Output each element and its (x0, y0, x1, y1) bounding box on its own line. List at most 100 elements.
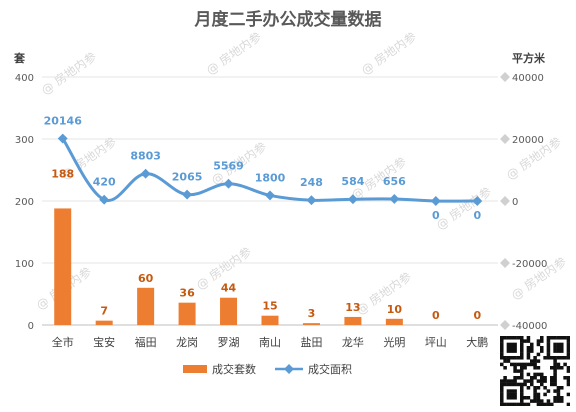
qr-module (530, 379, 534, 383)
left-axis-unit: 套 (14, 51, 26, 65)
line-data-label: 1800 (255, 171, 286, 184)
qr-module (566, 349, 571, 353)
qr-module (566, 346, 571, 350)
qr-module (503, 359, 507, 363)
qr-module (503, 356, 507, 360)
qr-module (550, 382, 554, 387)
qr-module (523, 379, 527, 383)
bar-data-label: 0 (432, 309, 440, 322)
line-data-label: 2065 (172, 171, 203, 184)
qr-module (566, 352, 571, 357)
qr-module (553, 336, 557, 340)
qr-module (520, 402, 524, 407)
qr-module (556, 336, 561, 340)
qr-module (540, 349, 544, 353)
line-data-label: 420 (93, 176, 116, 189)
qr-module (523, 339, 527, 343)
qr-module (560, 349, 564, 353)
qr-module (553, 346, 557, 350)
qr-module (536, 372, 541, 377)
qr-module (556, 396, 561, 400)
qr-module (520, 356, 524, 360)
category-label: 坪山 (425, 336, 447, 349)
qr-module (516, 362, 521, 367)
qr-module (563, 356, 567, 360)
qr-module (553, 396, 557, 400)
qr-module (560, 336, 564, 340)
bar-data-label: 7 (100, 305, 108, 318)
qr-module (506, 342, 511, 347)
qr-module (506, 349, 511, 353)
watermark-layer: @ 房地内参 @ 房地内参 @ 房地内参@ 房地内参@ 房地内参 @ 房地内参 @ 房地… (33, 29, 569, 318)
qr-module (540, 399, 544, 403)
qr-module (566, 366, 571, 370)
qr-module (500, 356, 504, 360)
qr-module (543, 386, 547, 390)
qr-module (520, 339, 524, 343)
line-point (265, 190, 275, 201)
qr-module (546, 346, 551, 350)
qr-module (500, 352, 504, 357)
qr-module (536, 352, 541, 357)
qr-module (566, 336, 571, 340)
qr-module (546, 339, 551, 343)
right-tick-label: 0 (512, 197, 518, 208)
qr-module (530, 376, 534, 380)
qr-module (510, 382, 514, 387)
bar (137, 287, 155, 325)
qr-module (506, 359, 511, 363)
qr-module (553, 382, 557, 387)
line-data-label: 8803 (130, 150, 161, 163)
qr-module (543, 376, 547, 380)
qr-module (503, 376, 507, 380)
qr-module (536, 366, 541, 370)
qr-module (536, 339, 541, 343)
qr-module (510, 349, 514, 353)
category-label: 宝安 (93, 335, 115, 349)
qr-module (520, 349, 524, 353)
left-tick-label: 0 (28, 321, 34, 332)
qr-module (523, 382, 527, 387)
line-point (389, 194, 400, 204)
qr-module (513, 376, 517, 380)
bar-data-label: 44 (221, 282, 237, 295)
qr-module (556, 392, 561, 397)
qr-module (500, 349, 504, 353)
qr-module (560, 366, 564, 370)
qr-module (526, 352, 531, 357)
qr-module (533, 376, 537, 380)
qr-module (540, 372, 544, 377)
line-point (182, 189, 193, 200)
qr-module (546, 399, 551, 403)
bar (220, 297, 238, 325)
qr-module (553, 349, 557, 353)
bar-data-label: 10 (387, 303, 403, 316)
qr-module (550, 379, 554, 383)
bar (95, 320, 113, 325)
qr-module (520, 362, 524, 367)
qr-module (553, 356, 557, 360)
bar-data-label: 60 (138, 272, 154, 285)
bar (54, 208, 72, 325)
qr-module (530, 359, 534, 363)
qr-module (546, 352, 551, 357)
legend: 成交套数 成交面积 (183, 362, 352, 376)
qr-module (506, 356, 511, 360)
qr-module (520, 346, 524, 350)
qr-module (500, 402, 504, 407)
right-tick-marker (500, 72, 510, 82)
qr-module (533, 386, 537, 390)
qr-module (526, 372, 531, 377)
qr-module (553, 366, 557, 370)
bar-data-label: 0 (473, 309, 481, 322)
bar (385, 318, 403, 325)
qr-module (500, 379, 504, 383)
right-tick-label: 20000 (512, 135, 544, 146)
qr-module (540, 346, 544, 350)
qr-module (513, 366, 517, 370)
qr-module (530, 346, 534, 350)
qr-module (546, 349, 551, 353)
qr-module (540, 339, 544, 343)
qr-module (523, 366, 527, 370)
